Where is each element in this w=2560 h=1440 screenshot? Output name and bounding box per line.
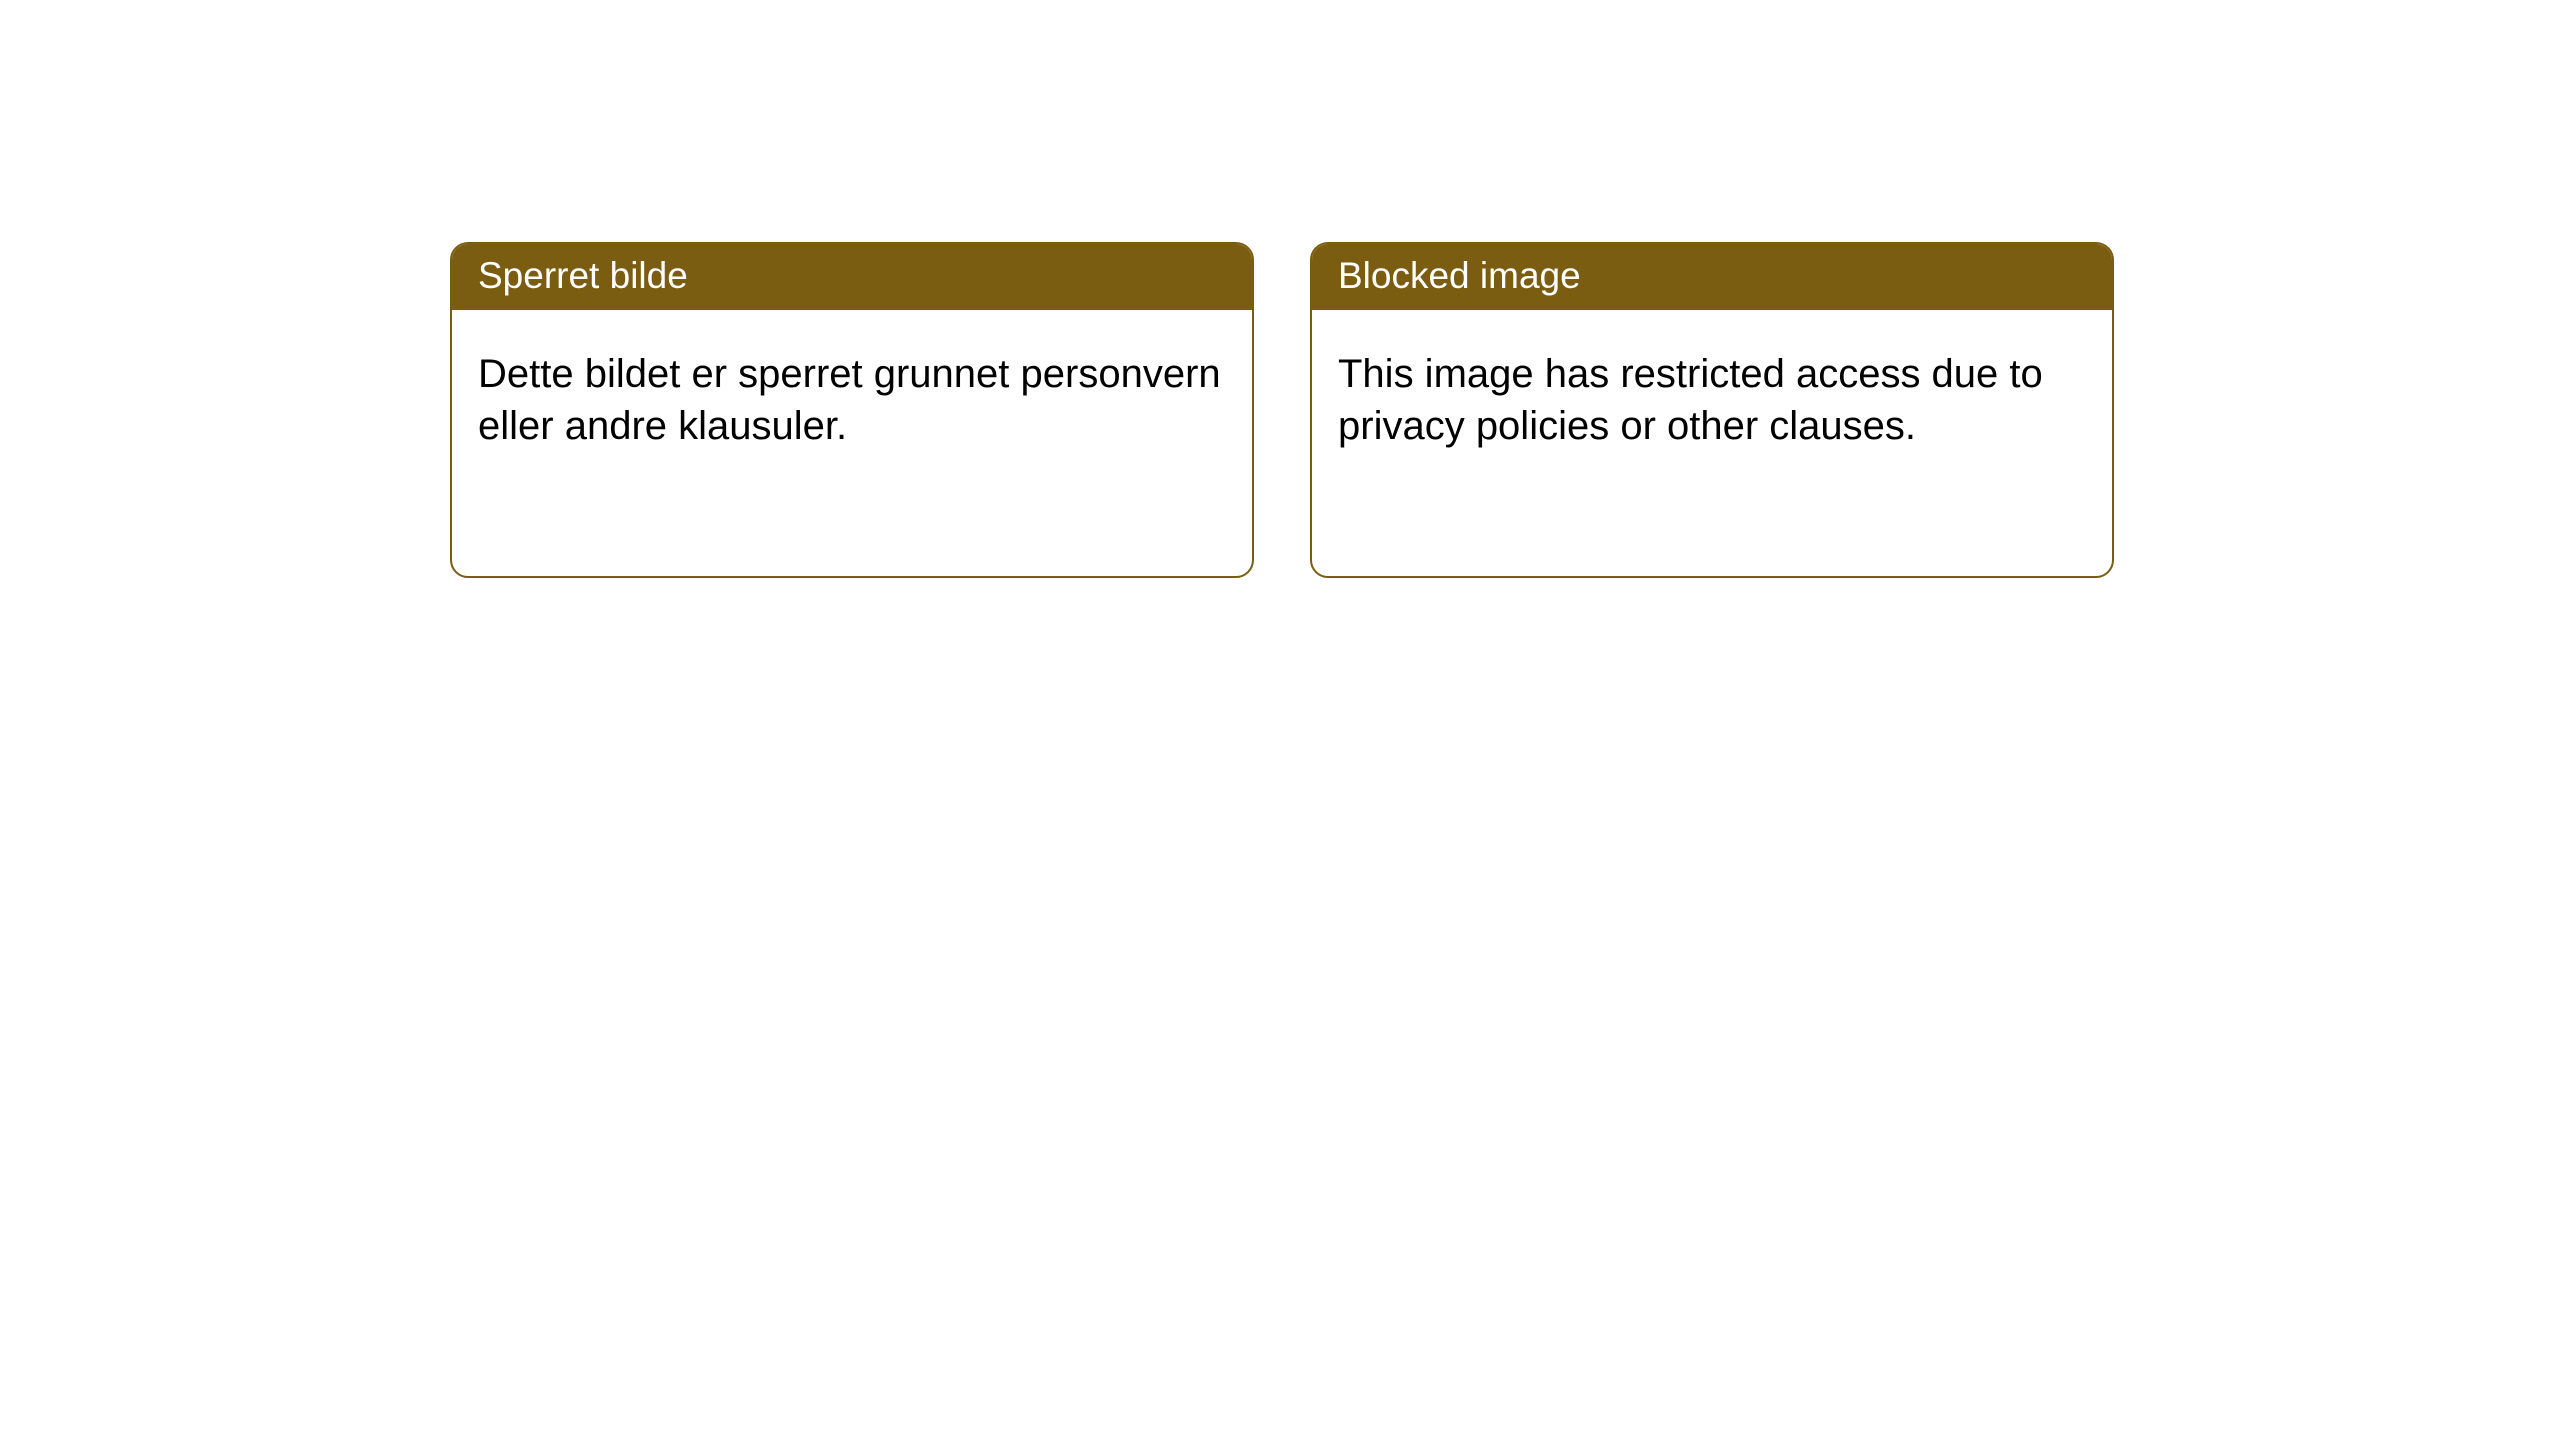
notice-box-norwegian: Sperret bilde Dette bildet er sperret gr… bbox=[450, 242, 1254, 578]
notice-body: This image has restricted access due to … bbox=[1312, 310, 2112, 478]
notice-box-english: Blocked image This image has restricted … bbox=[1310, 242, 2114, 578]
notice-container: Sperret bilde Dette bildet er sperret gr… bbox=[0, 0, 2560, 578]
notice-body: Dette bildet er sperret grunnet personve… bbox=[452, 310, 1252, 478]
notice-title: Blocked image bbox=[1312, 244, 2112, 310]
notice-title: Sperret bilde bbox=[452, 244, 1252, 310]
